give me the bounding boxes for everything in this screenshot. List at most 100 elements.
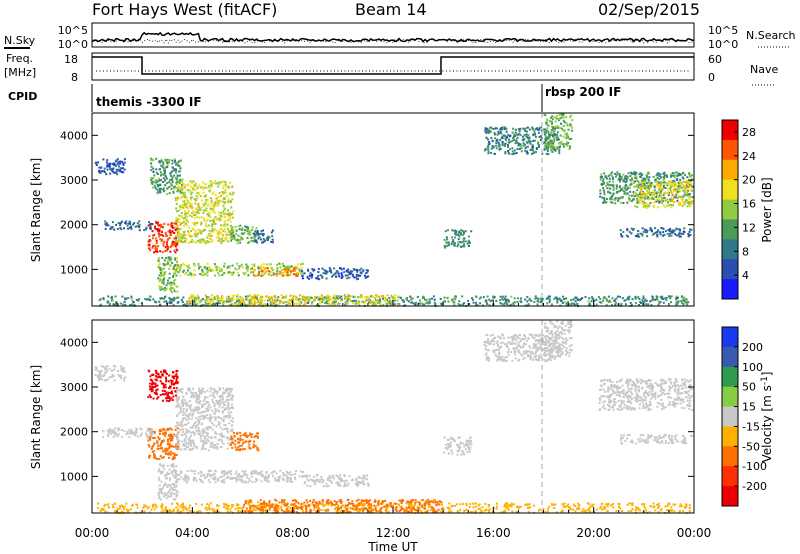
- heatmap-cell: [524, 143, 526, 146]
- heatmap-cell: [203, 267, 206, 270]
- heatmap-cell: [183, 194, 186, 197]
- heatmap-cell: [563, 125, 566, 127]
- heatmap-cell: [326, 294, 329, 297]
- heatmap-cell: [507, 144, 509, 146]
- heatmap-cell: [190, 294, 193, 297]
- heatmap-cell: [109, 162, 112, 165]
- heatmap-cell: [173, 232, 176, 234]
- heatmap-cell: [605, 297, 608, 300]
- heatmap-cell: [168, 433, 171, 436]
- heatmap-cell: [218, 302, 221, 305]
- heatmap-cell: [179, 268, 181, 271]
- heatmap-cell: [250, 271, 253, 274]
- heatmap-cell: [182, 414, 185, 417]
- nsky-label: N.Sky: [4, 34, 36, 47]
- heatmap-cell: [675, 303, 678, 306]
- heatmap-cell: [182, 269, 185, 272]
- heatmap-cell: [681, 196, 684, 199]
- heatmap-cell: [130, 296, 133, 299]
- heatmap-cell: [166, 397, 169, 399]
- heatmap-cell: [289, 294, 292, 297]
- heatmap-cell: [202, 410, 205, 413]
- heatmap-cell: [526, 295, 529, 298]
- heatmap-cell: [567, 136, 569, 139]
- heatmap-cell: [120, 228, 123, 231]
- heatmap-cell: [190, 203, 193, 206]
- heatmap-cell: [664, 206, 667, 209]
- heatmap-cell: [224, 190, 227, 192]
- heatmap-cell: [211, 228, 214, 231]
- heatmap-cell: [289, 270, 292, 273]
- heatmap-cell: [160, 174, 163, 177]
- heatmap-cell: [655, 184, 658, 187]
- heatmap-cell: [422, 295, 425, 298]
- heatmap-cell: [239, 298, 242, 301]
- heatmap-cell: [150, 386, 153, 389]
- heatmap-cell: [280, 269, 283, 272]
- heatmap-cell: [157, 277, 160, 280]
- heatmap-cell: [185, 196, 188, 199]
- heatmap-cell: [183, 220, 185, 223]
- heatmap-cell: [656, 233, 659, 236]
- heatmap-cell: [648, 197, 651, 200]
- heatmap-cell: [690, 179, 693, 182]
- heatmap-cell: [199, 412, 202, 415]
- heatmap-cell: [188, 203, 191, 206]
- heatmap-cell: [181, 401, 184, 404]
- heatmap-cell: [169, 231, 172, 234]
- heatmap-cell: [679, 182, 682, 185]
- heatmap-cell: [230, 239, 233, 242]
- heatmap-cell: [552, 144, 555, 146]
- heatmap-cell: [636, 206, 639, 208]
- heatmap-cell: [655, 231, 658, 234]
- heatmap-cell: [615, 187, 618, 190]
- heatmap-cell: [170, 379, 173, 382]
- heatmap-cell: [195, 447, 198, 450]
- heatmap-cell: [663, 233, 666, 236]
- heatmap-cell: [619, 229, 622, 232]
- heatmap-cell: [556, 136, 559, 139]
- heatmap-cell: [171, 435, 174, 438]
- heatmap-cell: [645, 193, 648, 196]
- heatmap-cell: [566, 143, 569, 146]
- heatmap-cell: [329, 269, 332, 272]
- heatmap-cell: [617, 190, 620, 193]
- heatmap-cell: [199, 273, 202, 275]
- heatmap-cell: [624, 303, 627, 306]
- heatmap-cell: [356, 278, 358, 281]
- heatmap-cell: [666, 191, 669, 194]
- heatmap-cell: [544, 147, 547, 150]
- heatmap-cell: [169, 281, 172, 284]
- heatmap-cell: [245, 263, 248, 266]
- heatmap-cell: [675, 297, 678, 300]
- heatmap-cell: [222, 180, 225, 183]
- heatmap-cell: [649, 197, 652, 200]
- heatmap-cell: [618, 173, 621, 175]
- heatmap-cell: [162, 439, 165, 442]
- heatmap-cell: [311, 268, 314, 270]
- heatmap-cell: [518, 132, 521, 135]
- heatmap-cell: [632, 172, 635, 175]
- heatmap-cell: [97, 161, 100, 164]
- power-colorbar-label: Power [dB]: [760, 177, 774, 242]
- heatmap-cell: [280, 294, 283, 297]
- heatmap-cell: [183, 186, 186, 189]
- heatmap-cell: [222, 184, 225, 187]
- heatmap-cell: [180, 433, 183, 436]
- heatmap-cell: [531, 152, 533, 155]
- heatmap-cell: [185, 202, 188, 205]
- heatmap-cell: [194, 407, 197, 410]
- heatmap-cell: [248, 303, 251, 306]
- heatmap-cell: [250, 296, 253, 299]
- heatmap-cell: [207, 303, 210, 305]
- heatmap-cell: [175, 387, 178, 390]
- heatmap-cell: [668, 229, 671, 232]
- heatmap-cell: [358, 295, 361, 298]
- heatmap-cell: [165, 287, 168, 290]
- heatmap-cell: [226, 387, 229, 390]
- heatmap-cell: [184, 423, 187, 426]
- heatmap-cell: [129, 304, 131, 307]
- heatmap-cell: [227, 272, 230, 274]
- heatmap-cell: [180, 214, 183, 217]
- heatmap-cell: [202, 400, 205, 402]
